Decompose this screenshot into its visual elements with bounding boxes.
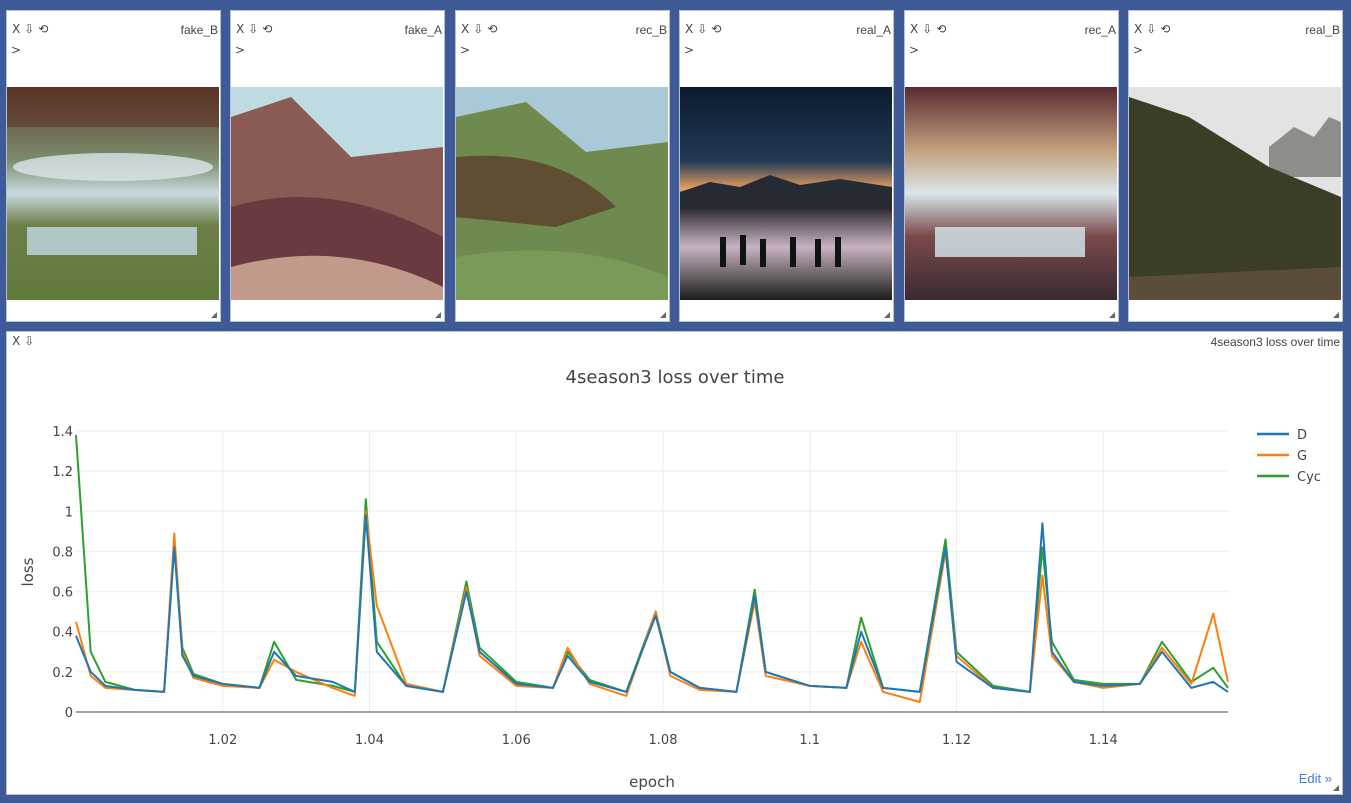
pane-controls: X ⇩ ⟲ xyxy=(910,22,950,36)
resize-handle[interactable] xyxy=(1333,785,1339,791)
download-icon[interactable]: ⇩ xyxy=(473,22,484,36)
pane-controls: X ⇩ ⟲ xyxy=(12,22,52,36)
resize-handle[interactable] xyxy=(211,312,217,318)
pane-title: real_B xyxy=(1305,23,1340,37)
pane-prompt: > xyxy=(460,43,471,57)
pane-image xyxy=(680,87,892,300)
close-icon[interactable]: X xyxy=(910,22,919,36)
pane-title: rec_A xyxy=(1084,23,1116,37)
pane-image xyxy=(905,87,1117,300)
download-icon[interactable]: ⇩ xyxy=(697,22,708,36)
pane-title: fake_A xyxy=(404,23,442,37)
legend-label[interactable]: D xyxy=(1297,428,1307,443)
pane-title: 4season3 loss over time xyxy=(1210,335,1340,349)
pane-image xyxy=(231,87,443,300)
pane-title: real_A xyxy=(856,23,891,37)
pane-image xyxy=(1129,87,1341,300)
y-tick-label: 1.2 xyxy=(52,465,73,480)
x-tick-label: 1.14 xyxy=(1089,733,1118,748)
legend-label[interactable]: G xyxy=(1297,449,1307,464)
y-tick-label: 0 xyxy=(65,706,73,721)
close-icon[interactable]: X xyxy=(685,22,694,36)
pane-title: fake_B xyxy=(180,23,218,37)
pane-image xyxy=(7,87,219,300)
series-line-cyc[interactable] xyxy=(75,434,1229,693)
x-tick-label: 1.08 xyxy=(649,733,678,748)
pane-real-b: X ⇩ ⟲ > real_B xyxy=(1128,10,1343,322)
edit-link[interactable]: Edit » xyxy=(1298,771,1332,786)
y-tick-label: 0.4 xyxy=(52,626,73,641)
refresh-icon[interactable]: ⟲ xyxy=(262,22,273,36)
series-line-g[interactable] xyxy=(75,510,1229,703)
close-icon[interactable]: X xyxy=(236,22,245,36)
resize-handle[interactable] xyxy=(1109,312,1115,318)
series-line-d[interactable] xyxy=(75,514,1229,693)
refresh-icon[interactable]: ⟲ xyxy=(711,22,722,36)
close-icon[interactable]: X xyxy=(12,22,21,36)
pane-real-a: X ⇩ ⟲ > real_A xyxy=(679,10,894,322)
pane-prompt: > xyxy=(1133,43,1144,57)
resize-handle[interactable] xyxy=(660,312,666,318)
download-icon[interactable]: ⇩ xyxy=(24,22,35,36)
download-icon[interactable]: ⇩ xyxy=(248,22,259,36)
y-axis-label: loss xyxy=(19,557,37,586)
close-icon[interactable]: X xyxy=(1134,22,1143,36)
y-tick-label: 1.4 xyxy=(52,425,73,440)
refresh-icon[interactable]: ⟲ xyxy=(487,22,498,36)
refresh-icon[interactable]: ⟲ xyxy=(38,22,49,36)
y-tick-label: 0.8 xyxy=(52,545,73,560)
loss-chart[interactable]: 4season3 loss over time 0 0.2 0.4 0.6 0.8 1 1.… xyxy=(7,332,1342,794)
pane-fake-a: X ⇩ ⟲ > fake_A xyxy=(230,10,445,322)
pane-prompt: > xyxy=(235,43,246,57)
pane-prompt: > xyxy=(11,43,22,57)
y-tick-label: 0.6 xyxy=(52,586,73,601)
pane-controls: X ⇩ ⟲ xyxy=(236,22,276,36)
download-icon[interactable]: ⇩ xyxy=(922,22,933,36)
refresh-icon[interactable]: ⟲ xyxy=(1160,22,1171,36)
x-axis-label: epoch xyxy=(629,773,675,791)
x-tick-label: 1.04 xyxy=(355,733,384,748)
chart-axes: 0 0.2 0.4 0.6 0.8 1 1.2 1.4 1.02 1.04 1.06 1.08 1.1 1… xyxy=(52,425,1228,748)
pane-controls: X ⇩ ⟲ xyxy=(685,22,725,36)
chart-title: 4season3 loss over time xyxy=(566,367,785,388)
x-tick-label: 1.06 xyxy=(502,733,531,748)
chart-legend[interactable]: DG Cyc xyxy=(1257,428,1321,485)
x-tick-label: 1.02 xyxy=(208,733,237,748)
pane-fake-b: X ⇩ ⟲ > fake_B xyxy=(6,10,221,322)
pane-prompt: > xyxy=(684,43,695,57)
chart-pane: X ⇩ 4season3 loss over time 4season3 loss… xyxy=(6,331,1343,795)
pane-rec-b: X ⇩ ⟲ > rec_B xyxy=(455,10,670,322)
y-tick-label: 0.2 xyxy=(52,666,73,681)
x-tick-label: 1.1 xyxy=(799,733,820,748)
pane-prompt: > xyxy=(909,43,920,57)
resize-handle[interactable] xyxy=(884,312,890,318)
download-icon[interactable]: ⇩ xyxy=(1146,22,1157,36)
resize-handle[interactable] xyxy=(435,312,441,318)
y-tick-label: 1 xyxy=(65,505,73,520)
close-icon[interactable]: X xyxy=(461,22,470,36)
resize-handle[interactable] xyxy=(1333,312,1339,318)
pane-controls: X ⇩ ⟲ xyxy=(1134,22,1174,36)
pane-rec-a: X ⇩ ⟲ > rec_A xyxy=(904,10,1119,322)
x-tick-label: 1.12 xyxy=(942,733,971,748)
pane-controls: X ⇩ ⟲ xyxy=(461,22,501,36)
legend-label[interactable]: Cyc xyxy=(1297,470,1321,485)
close-icon[interactable]: X xyxy=(12,334,21,348)
chart-grid xyxy=(76,430,1228,712)
pane-title: rec_B xyxy=(635,23,667,37)
pane-controls: X ⇩ xyxy=(12,334,38,348)
refresh-icon[interactable]: ⟲ xyxy=(936,22,947,36)
download-icon[interactable]: ⇩ xyxy=(24,334,35,348)
pane-image xyxy=(456,87,668,300)
chart-series xyxy=(75,434,1229,703)
